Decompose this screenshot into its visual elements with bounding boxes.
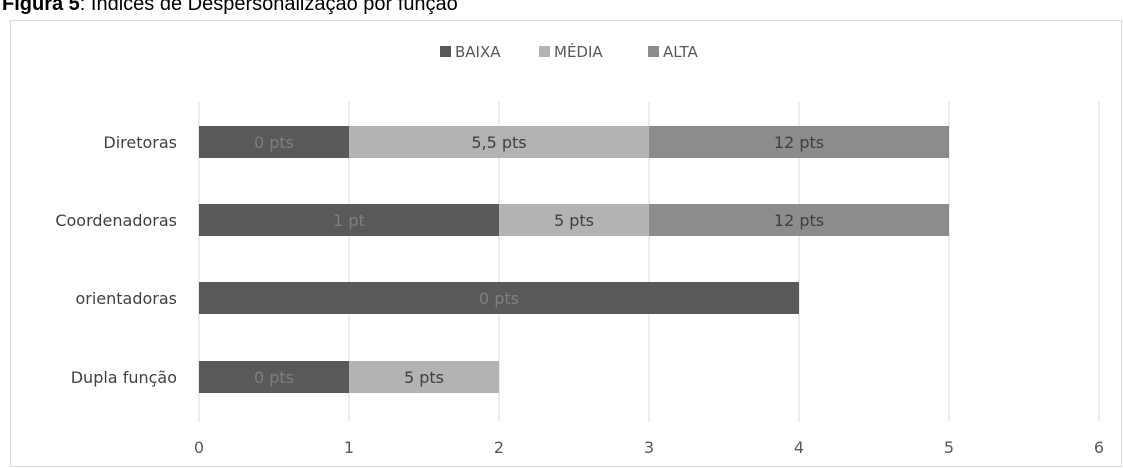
legend-label-baixa: BAIXA: [455, 43, 501, 61]
x-tick-label-4: 4: [794, 438, 804, 457]
x-tick-label-2: 2: [494, 438, 504, 457]
x-tick-label-5: 5: [944, 438, 954, 457]
data-label: 5 pts: [404, 368, 444, 387]
data-label: 5,5 pts: [471, 133, 526, 152]
bar-média: [349, 361, 499, 393]
chart-frame: [10, 20, 1122, 467]
data-label: 0 pts: [254, 133, 294, 152]
data-label: 1 pt: [333, 211, 365, 230]
legend-swatch-média: [539, 46, 550, 57]
bar-baixa: [199, 204, 499, 236]
data-label: 12 pts: [774, 133, 824, 152]
category-label: Diretoras: [103, 133, 177, 152]
caption-label: Figura 5: [2, 0, 80, 15]
bar-média: [349, 126, 649, 158]
category-label: Coordenadoras: [55, 211, 177, 230]
data-label: 5 pts: [554, 211, 594, 230]
x-tick-label-6: 6: [1094, 438, 1104, 457]
x-tick-label-3: 3: [644, 438, 654, 457]
data-label: 12 pts: [774, 211, 824, 230]
bar-baixa: [199, 282, 799, 314]
category-label: orientadoras: [75, 289, 177, 308]
data-label: 0 pts: [479, 289, 519, 308]
bar-baixa: [199, 361, 349, 393]
x-tick-label-0: 0: [194, 438, 204, 457]
bar-baixa: [199, 126, 349, 158]
legend-swatch-alta: [648, 46, 659, 57]
legend-swatch-baixa: [440, 46, 451, 57]
data-label: 0 pts: [254, 368, 294, 387]
legend-label-média: MÉDIA: [554, 42, 603, 61]
x-tick-label-1: 1: [344, 438, 354, 457]
bar-alta: [649, 204, 949, 236]
caption-text: : Índices de Despersonalização por funçã…: [79, 0, 458, 15]
bar-alta: [649, 126, 949, 158]
bar-média: [499, 204, 649, 236]
legend-label-alta: ALTA: [663, 43, 699, 61]
category-label: Dupla função: [71, 368, 177, 387]
figure-caption: Figura 5: Índices de Despersonalização p…: [2, 0, 458, 16]
